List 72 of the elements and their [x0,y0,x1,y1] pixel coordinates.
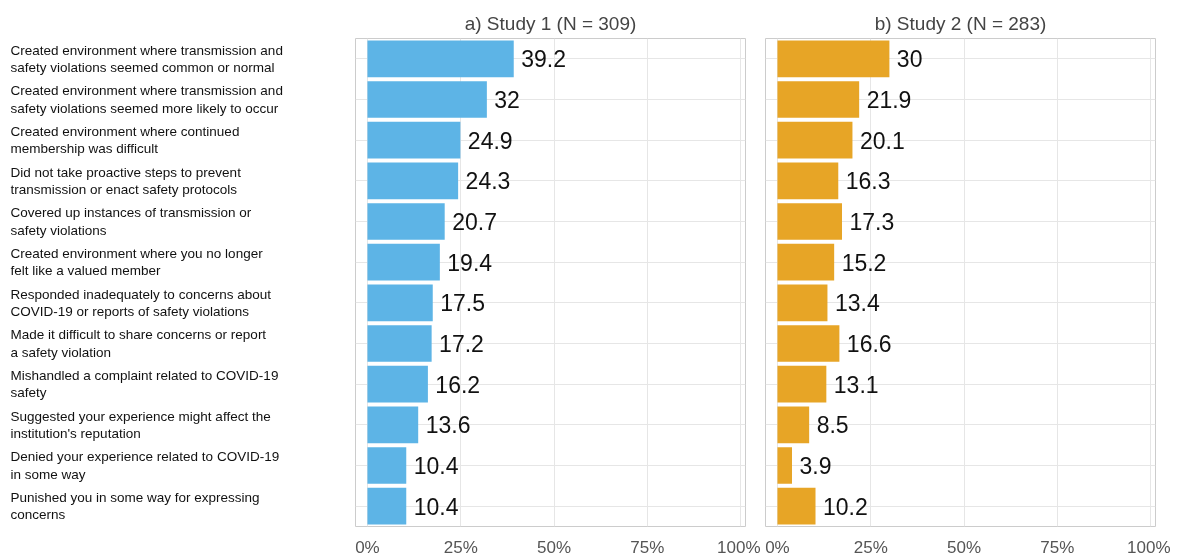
bar [367,406,419,444]
y-tick-label: Created environment where transmission and safety violations seemed common or normal [10,42,283,75]
bar [777,406,810,444]
y-tick-label: Denied your experience related to COVID-19 in some way [10,449,280,482]
bar [367,40,514,78]
x-tick-label: 25% [853,537,888,557]
data-label: 39.2 [521,46,566,73]
y-tick-label: Created environment where transmission and safety violations seemed more likely to occur [10,83,283,116]
data-label: 15.2 [841,249,887,276]
data-label: 8.5 [816,412,849,439]
bar [367,284,433,322]
bar [367,325,432,362]
bar [777,40,890,78]
x-tick-label: 75% [630,537,665,557]
bar [777,284,828,322]
x-tick-label: 75% [1040,537,1075,557]
bar [367,243,440,281]
data-label: 17.2 [439,331,484,357]
x-tick-label: 0% [765,537,790,557]
data-label: 24.3 [465,168,511,195]
bar [777,447,792,484]
bar [777,325,840,362]
y-tick-label: Created environment where continued membership was difficult [10,124,240,157]
bar [367,81,487,118]
bar [367,365,428,403]
data-label: 3.9 [799,453,832,479]
bar [777,121,853,159]
y-tick-label: Suggested your experience might affect the institution's reputation [10,408,271,441]
bar [777,81,860,118]
data-label: 21.9 [866,87,912,113]
y-tick-label: Responded inadequately to concerns about COVID-19 or reports of safety violations [10,286,272,319]
data-label: 13.1 [833,371,879,398]
y-tick-label: Did not take proactive steps to prevent transmission or enact safety protocols [10,164,242,197]
y-tick-label: Made it difficult to share concerns or report a safety violation [10,327,267,360]
bar [777,365,827,403]
x-tick-label: 100% [1127,537,1171,557]
data-label: 19.4 [447,249,493,276]
data-label: 16.6 [846,331,892,357]
x-tick-label: 50% [537,537,572,557]
bar [777,203,843,240]
data-label: 20.7 [452,209,497,235]
data-label: 30 [896,46,923,73]
y-tick-label: Punished you in some way for expressing concerns [10,490,260,523]
data-label: 13.6 [425,412,471,439]
data-label: 17.3 [849,209,895,235]
bar [367,203,445,240]
bar [777,487,816,525]
bar [777,243,835,281]
data-label: 13.4 [834,290,880,317]
bar [367,162,459,200]
bar [367,487,407,525]
y-tick-label: Covered up instances of transmission or safety violations [10,205,252,238]
bar [367,121,461,159]
y-tick-label: Created environment where you no longer felt like a valued member [10,246,264,279]
x-tick-label: 25% [443,537,478,557]
x-tick-label: 0% [355,537,380,557]
x-tick-label: 50% [947,537,982,557]
data-label: 17.5 [440,290,485,317]
chart-title: b) Study 2 (N = 283) [874,12,1047,34]
data-label: 16.2 [435,371,481,398]
x-tick-label: 100% [717,537,761,557]
data-label: 32 [494,87,520,113]
bar [777,162,839,200]
chart-title: a) Study 1 (N = 309) [464,12,637,34]
data-label: 20.1 [859,127,905,154]
bar [367,447,407,484]
data-label: 16.3 [845,168,891,195]
data-label: 24.9 [467,127,513,154]
data-label: 10.4 [413,453,459,479]
data-label: 10.2 [822,493,868,520]
y-tick-label: Mishandled a complaint related to COVID-19 safety [10,368,279,401]
data-label: 10.4 [413,493,459,520]
